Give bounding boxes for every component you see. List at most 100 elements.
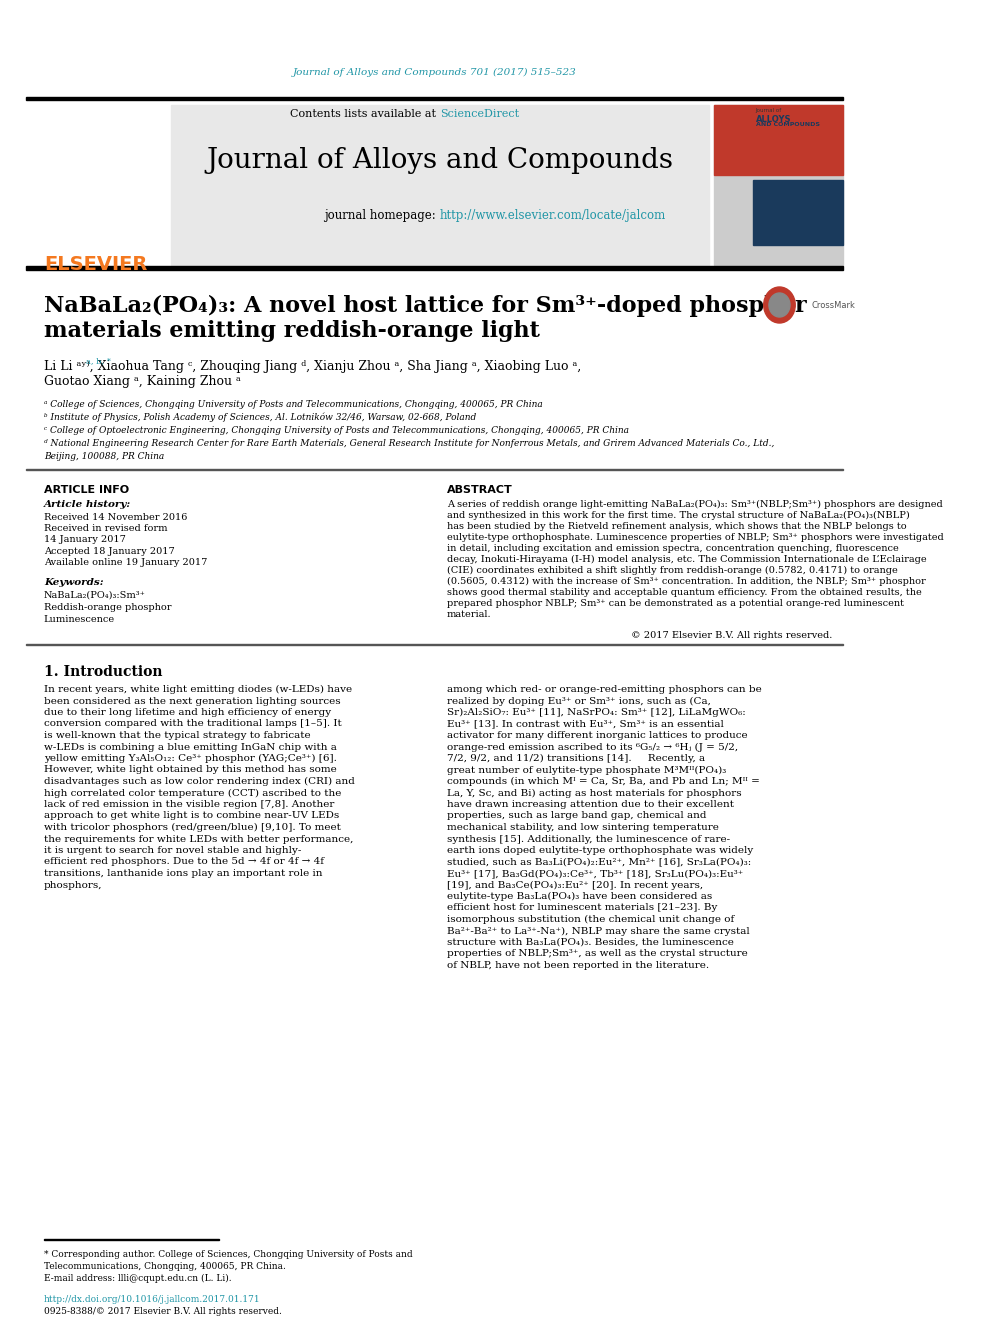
Text: lack of red emission in the visible region [7,8]. Another: lack of red emission in the visible regi… bbox=[44, 800, 334, 808]
Bar bbox=[26, 97, 842, 101]
Text: Telecommunications, Chongqing, 400065, PR China.: Telecommunications, Chongqing, 400065, P… bbox=[44, 1262, 286, 1271]
Text: Guotao Xiang ᵃ, Kaining Zhou ᵃ: Guotao Xiang ᵃ, Kaining Zhou ᵃ bbox=[44, 374, 241, 388]
Text: Journal of: Journal of bbox=[756, 108, 782, 112]
Text: 0925-8388/© 2017 Elsevier B.V. All rights reserved.: 0925-8388/© 2017 Elsevier B.V. All right… bbox=[44, 1307, 282, 1316]
Text: among which red- or orange-red-emitting phosphors can be: among which red- or orange-red-emitting … bbox=[446, 685, 762, 695]
Text: yellow emitting Y₃Al₅O₁₂: Ce³⁺ phosphor (YAG;Ce³⁺) [6].: yellow emitting Y₃Al₅O₁₂: Ce³⁺ phosphor … bbox=[44, 754, 336, 763]
Text: properties of NBLP;Sm³⁺, as well as the crystal structure: properties of NBLP;Sm³⁺, as well as the … bbox=[446, 950, 747, 958]
Text: ScienceDirect: ScienceDirect bbox=[439, 108, 519, 119]
Text: been considered as the next generation lighting sources: been considered as the next generation l… bbox=[44, 696, 340, 705]
Text: However, white light obtained by this method has some: However, white light obtained by this me… bbox=[44, 766, 336, 774]
Text: realized by doping Eu³⁺ or Sm³⁺ ions, such as (Ca,: realized by doping Eu³⁺ or Sm³⁺ ions, su… bbox=[446, 696, 710, 705]
Bar bbox=[171, 105, 709, 265]
Text: eulytite-type orthophosphate. Luminescence properties of NBLP; Sm³⁺ phosphors we: eulytite-type orthophosphate. Luminescen… bbox=[446, 533, 943, 542]
Text: Beijing, 100088, PR China: Beijing, 100088, PR China bbox=[44, 452, 164, 460]
Text: Received in revised form: Received in revised form bbox=[44, 524, 168, 533]
Text: ᵃ College of Sciences, Chongqing University of Posts and Telecommunications, Cho: ᵃ College of Sciences, Chongqing Univers… bbox=[44, 400, 543, 409]
Text: Journal of Alloys and Compounds 701 (2017) 515–523: Journal of Alloys and Compounds 701 (201… bbox=[293, 67, 576, 77]
Text: decay, Inokuti-Hirayama (I-H) model analysis, etc. The Commission Internationale: decay, Inokuti-Hirayama (I-H) model anal… bbox=[446, 556, 927, 564]
Bar bbox=[26, 266, 842, 270]
Text: in detail, including excitation and emission spectra, concentration quenching, f: in detail, including excitation and emis… bbox=[446, 544, 899, 553]
Text: efficient host for luminescent materials [21–23]. By: efficient host for luminescent materials… bbox=[446, 904, 717, 913]
Text: NaBaLa₂(PO₄)₃:Sm³⁺: NaBaLa₂(PO₄)₃:Sm³⁺ bbox=[44, 591, 146, 601]
Text: mechanical stability, and low sintering temperature: mechanical stability, and low sintering … bbox=[446, 823, 718, 832]
Text: A series of reddish orange light-emitting NaBaLa₂(PO₄)₃: Sm³⁺(NBLP;Sm³⁺) phospho: A series of reddish orange light-emittin… bbox=[446, 500, 942, 509]
Text: with tricolor phosphors (red/green/blue) [9,10]. To meet: with tricolor phosphors (red/green/blue)… bbox=[44, 823, 340, 832]
Text: http://www.elsevier.com/locate/jalcom: http://www.elsevier.com/locate/jalcom bbox=[439, 209, 666, 221]
Text: orange-red emission ascribed to its ⁶G₅/₂ → ⁶Hⱼ (J = 5/2,: orange-red emission ascribed to its ⁶G₅/… bbox=[446, 742, 738, 751]
Text: In recent years, white light emitting diodes (w-LEDs) have: In recent years, white light emitting di… bbox=[44, 685, 352, 695]
Circle shape bbox=[764, 287, 796, 323]
Text: NaBaLa₂(PO₄)₃: A novel host lattice for Sm³⁺-doped phosphor: NaBaLa₂(PO₄)₃: A novel host lattice for … bbox=[44, 295, 806, 318]
Text: 7/2, 9/2, and 11/2) transitions [14].     Recently, a: 7/2, 9/2, and 11/2) transitions [14]. Re… bbox=[446, 754, 704, 763]
Text: great number of eulytite-type phosphate M³Mᴵᴵ(PO₄)₃: great number of eulytite-type phosphate … bbox=[446, 766, 726, 775]
Text: has been studied by the Rietveld refinement analysis, which shows that the NBLP : has been studied by the Rietveld refinem… bbox=[446, 523, 907, 531]
Text: of NBLP, have not been reported in the literature.: of NBLP, have not been reported in the l… bbox=[446, 960, 709, 970]
Text: and synthesized in this work for the first time. The crystal structure of NaBaLa: and synthesized in this work for the fir… bbox=[446, 511, 910, 520]
Text: approach to get white light is to combine near-UV LEDs: approach to get white light is to combin… bbox=[44, 811, 339, 820]
Text: w-LEDs is combining a blue emitting InGaN chip with a: w-LEDs is combining a blue emitting InGa… bbox=[44, 742, 336, 751]
Text: properties, such as large band gap, chemical and: properties, such as large band gap, chem… bbox=[446, 811, 706, 820]
Text: http://dx.doi.org/10.1016/j.jallcom.2017.01.171: http://dx.doi.org/10.1016/j.jallcom.2017… bbox=[44, 1295, 261, 1304]
Text: activator for many different inorganic lattices to produce: activator for many different inorganic l… bbox=[446, 732, 747, 740]
Text: material.: material. bbox=[446, 610, 491, 619]
Text: Eu³⁺ [17], Ba₃Gd(PO₄)₃:Ce³⁺, Tb³⁺ [18], Sr₃Lu(PO₄)₃:Eu³⁺: Eu³⁺ [17], Ba₃Gd(PO₄)₃:Ce³⁺, Tb³⁺ [18], … bbox=[446, 869, 743, 878]
Text: compounds (in which Mᴵ = Ca, Sr, Ba, and Pb and Ln; Mᴵᴵ =: compounds (in which Mᴵ = Ca, Sr, Ba, and… bbox=[446, 777, 760, 786]
Bar bbox=[753, 180, 842, 245]
Text: 14 January 2017: 14 January 2017 bbox=[44, 534, 126, 544]
Text: ELSEVIER: ELSEVIER bbox=[45, 255, 148, 274]
Text: (0.5605, 0.4312) with the increase of Sm³⁺ concentration. In addition, the NBLP;: (0.5605, 0.4312) with the increase of Sm… bbox=[446, 577, 926, 586]
Text: (CIE) coordinates exhibited a shift slightly from reddish-orange (0.5782, 0.4171: (CIE) coordinates exhibited a shift slig… bbox=[446, 566, 898, 576]
Text: [19], and Ba₃Ce(PO₄)₃:Eu²⁺ [20]. In recent years,: [19], and Ba₃Ce(PO₄)₃:Eu²⁺ [20]. In rece… bbox=[446, 881, 702, 889]
Text: E-mail address: llli@cqupt.edu.cn (L. Li).: E-mail address: llli@cqupt.edu.cn (L. Li… bbox=[44, 1274, 231, 1283]
Text: phosphors,: phosphors, bbox=[44, 881, 102, 889]
Text: due to their long lifetime and high efficiency of energy: due to their long lifetime and high effi… bbox=[44, 708, 331, 717]
Bar bbox=[26, 105, 167, 265]
Text: studied, such as Ba₃Li(PO₄)₂:Eu²⁺, Mn²⁺ [16], Sr₃La(PO₄)₃:: studied, such as Ba₃Li(PO₄)₂:Eu²⁺, Mn²⁺ … bbox=[446, 857, 751, 867]
Text: ARTICLE INFO: ARTICLE INFO bbox=[44, 486, 129, 495]
Text: it is urgent to search for novel stable and highly-: it is urgent to search for novel stable … bbox=[44, 845, 302, 855]
Text: conversion compared with the traditional lamps [1–5]. It: conversion compared with the traditional… bbox=[44, 720, 341, 729]
Text: Keywords:: Keywords: bbox=[44, 578, 103, 587]
Text: efficient red phosphors. Due to the 5d → 4f or 4f → 4f: efficient red phosphors. Due to the 5d →… bbox=[44, 857, 323, 867]
Text: ᵈ National Engineering Research Center for Rare Earth Materials, General Researc: ᵈ National Engineering Research Center f… bbox=[44, 439, 774, 448]
Text: the requirements for white LEDs with better performance,: the requirements for white LEDs with bet… bbox=[44, 835, 353, 844]
Text: a, b, *: a, b, * bbox=[86, 357, 111, 365]
Text: Available online 19 January 2017: Available online 19 January 2017 bbox=[44, 558, 207, 568]
Text: eulytite-type Ba₃La(PO₄)₃ have been considered as: eulytite-type Ba₃La(PO₄)₃ have been cons… bbox=[446, 892, 712, 901]
Text: ᶜ College of Optoelectronic Engineering, Chongqing University of Posts and Telec: ᶜ College of Optoelectronic Engineering,… bbox=[44, 426, 629, 435]
Text: © 2017 Elsevier B.V. All rights reserved.: © 2017 Elsevier B.V. All rights reserved… bbox=[631, 631, 832, 640]
Text: ABSTRACT: ABSTRACT bbox=[446, 486, 513, 495]
Bar bbox=[714, 105, 842, 265]
Text: Accepted 18 January 2017: Accepted 18 January 2017 bbox=[44, 546, 175, 556]
Text: isomorphous substitution (the chemical unit change of: isomorphous substitution (the chemical u… bbox=[446, 916, 734, 925]
Text: Received 14 November 2016: Received 14 November 2016 bbox=[44, 513, 187, 523]
Text: La, Y, Sc, and Bi) acting as host materials for phosphors: La, Y, Sc, and Bi) acting as host materi… bbox=[446, 789, 741, 798]
Text: shows good thermal stability and acceptable quantum efficiency. From the obtaine: shows good thermal stability and accepta… bbox=[446, 587, 922, 597]
Text: materials emitting reddish-orange light: materials emitting reddish-orange light bbox=[44, 320, 540, 343]
Text: Journal of Alloys and Compounds: Journal of Alloys and Compounds bbox=[206, 147, 674, 173]
Text: Ba²⁺-Ba²⁺ to La³⁺-Na⁺), NBLP may share the same crystal: Ba²⁺-Ba²⁺ to La³⁺-Na⁺), NBLP may share t… bbox=[446, 926, 749, 935]
Text: 1. Introduction: 1. Introduction bbox=[44, 665, 163, 679]
Text: journal homepage:: journal homepage: bbox=[324, 209, 439, 221]
Text: earth ions doped eulytite-type orthophosphate was widely: earth ions doped eulytite-type orthophos… bbox=[446, 845, 753, 855]
Text: CrossMark: CrossMark bbox=[811, 300, 856, 310]
Text: synthesis [15]. Additionally, the luminescence of rare-: synthesis [15]. Additionally, the lumine… bbox=[446, 835, 730, 844]
Text: ALLOYS: ALLOYS bbox=[756, 115, 792, 124]
Text: structure with Ba₃La(PO₄)₃. Besides, the luminescence: structure with Ba₃La(PO₄)₃. Besides, the… bbox=[446, 938, 733, 947]
Text: Eu³⁺ [13]. In contrast with Eu³⁺, Sm³⁺ is an essential: Eu³⁺ [13]. In contrast with Eu³⁺, Sm³⁺ i… bbox=[446, 720, 723, 729]
Text: transitions, lanthanide ions play an important role in: transitions, lanthanide ions play an imp… bbox=[44, 869, 322, 878]
Circle shape bbox=[769, 292, 790, 318]
Text: * Corresponding author. College of Sciences, Chongqing University of Posts and: * Corresponding author. College of Scien… bbox=[44, 1250, 413, 1259]
Text: is well-known that the typical strategy to fabricate: is well-known that the typical strategy … bbox=[44, 732, 310, 740]
Text: Luminescence: Luminescence bbox=[44, 615, 115, 624]
Text: Contents lists available at: Contents lists available at bbox=[290, 108, 439, 119]
Text: disadvantages such as low color rendering index (CRI) and: disadvantages such as low color renderin… bbox=[44, 777, 355, 786]
Text: Article history:: Article history: bbox=[44, 500, 131, 509]
Text: Reddish-orange phosphor: Reddish-orange phosphor bbox=[44, 603, 172, 613]
Text: high correlated color temperature (CCT) ascribed to the: high correlated color temperature (CCT) … bbox=[44, 789, 341, 798]
Text: Li Li ᵃʸ⁾, Xiaohua Tang ᶜ, Zhouqing Jiang ᵈ, Xianju Zhou ᵃ, Sha Jiang ᵃ, Xiaobin: Li Li ᵃʸ⁾, Xiaohua Tang ᶜ, Zhouqing Jian… bbox=[44, 360, 581, 373]
Text: AND COMPOUNDS: AND COMPOUNDS bbox=[756, 122, 819, 127]
Bar bbox=[714, 105, 842, 175]
Text: prepared phosphor NBLP; Sm³⁺ can be demonstrated as a potential orange-red lumin: prepared phosphor NBLP; Sm³⁺ can be demo… bbox=[446, 599, 904, 609]
